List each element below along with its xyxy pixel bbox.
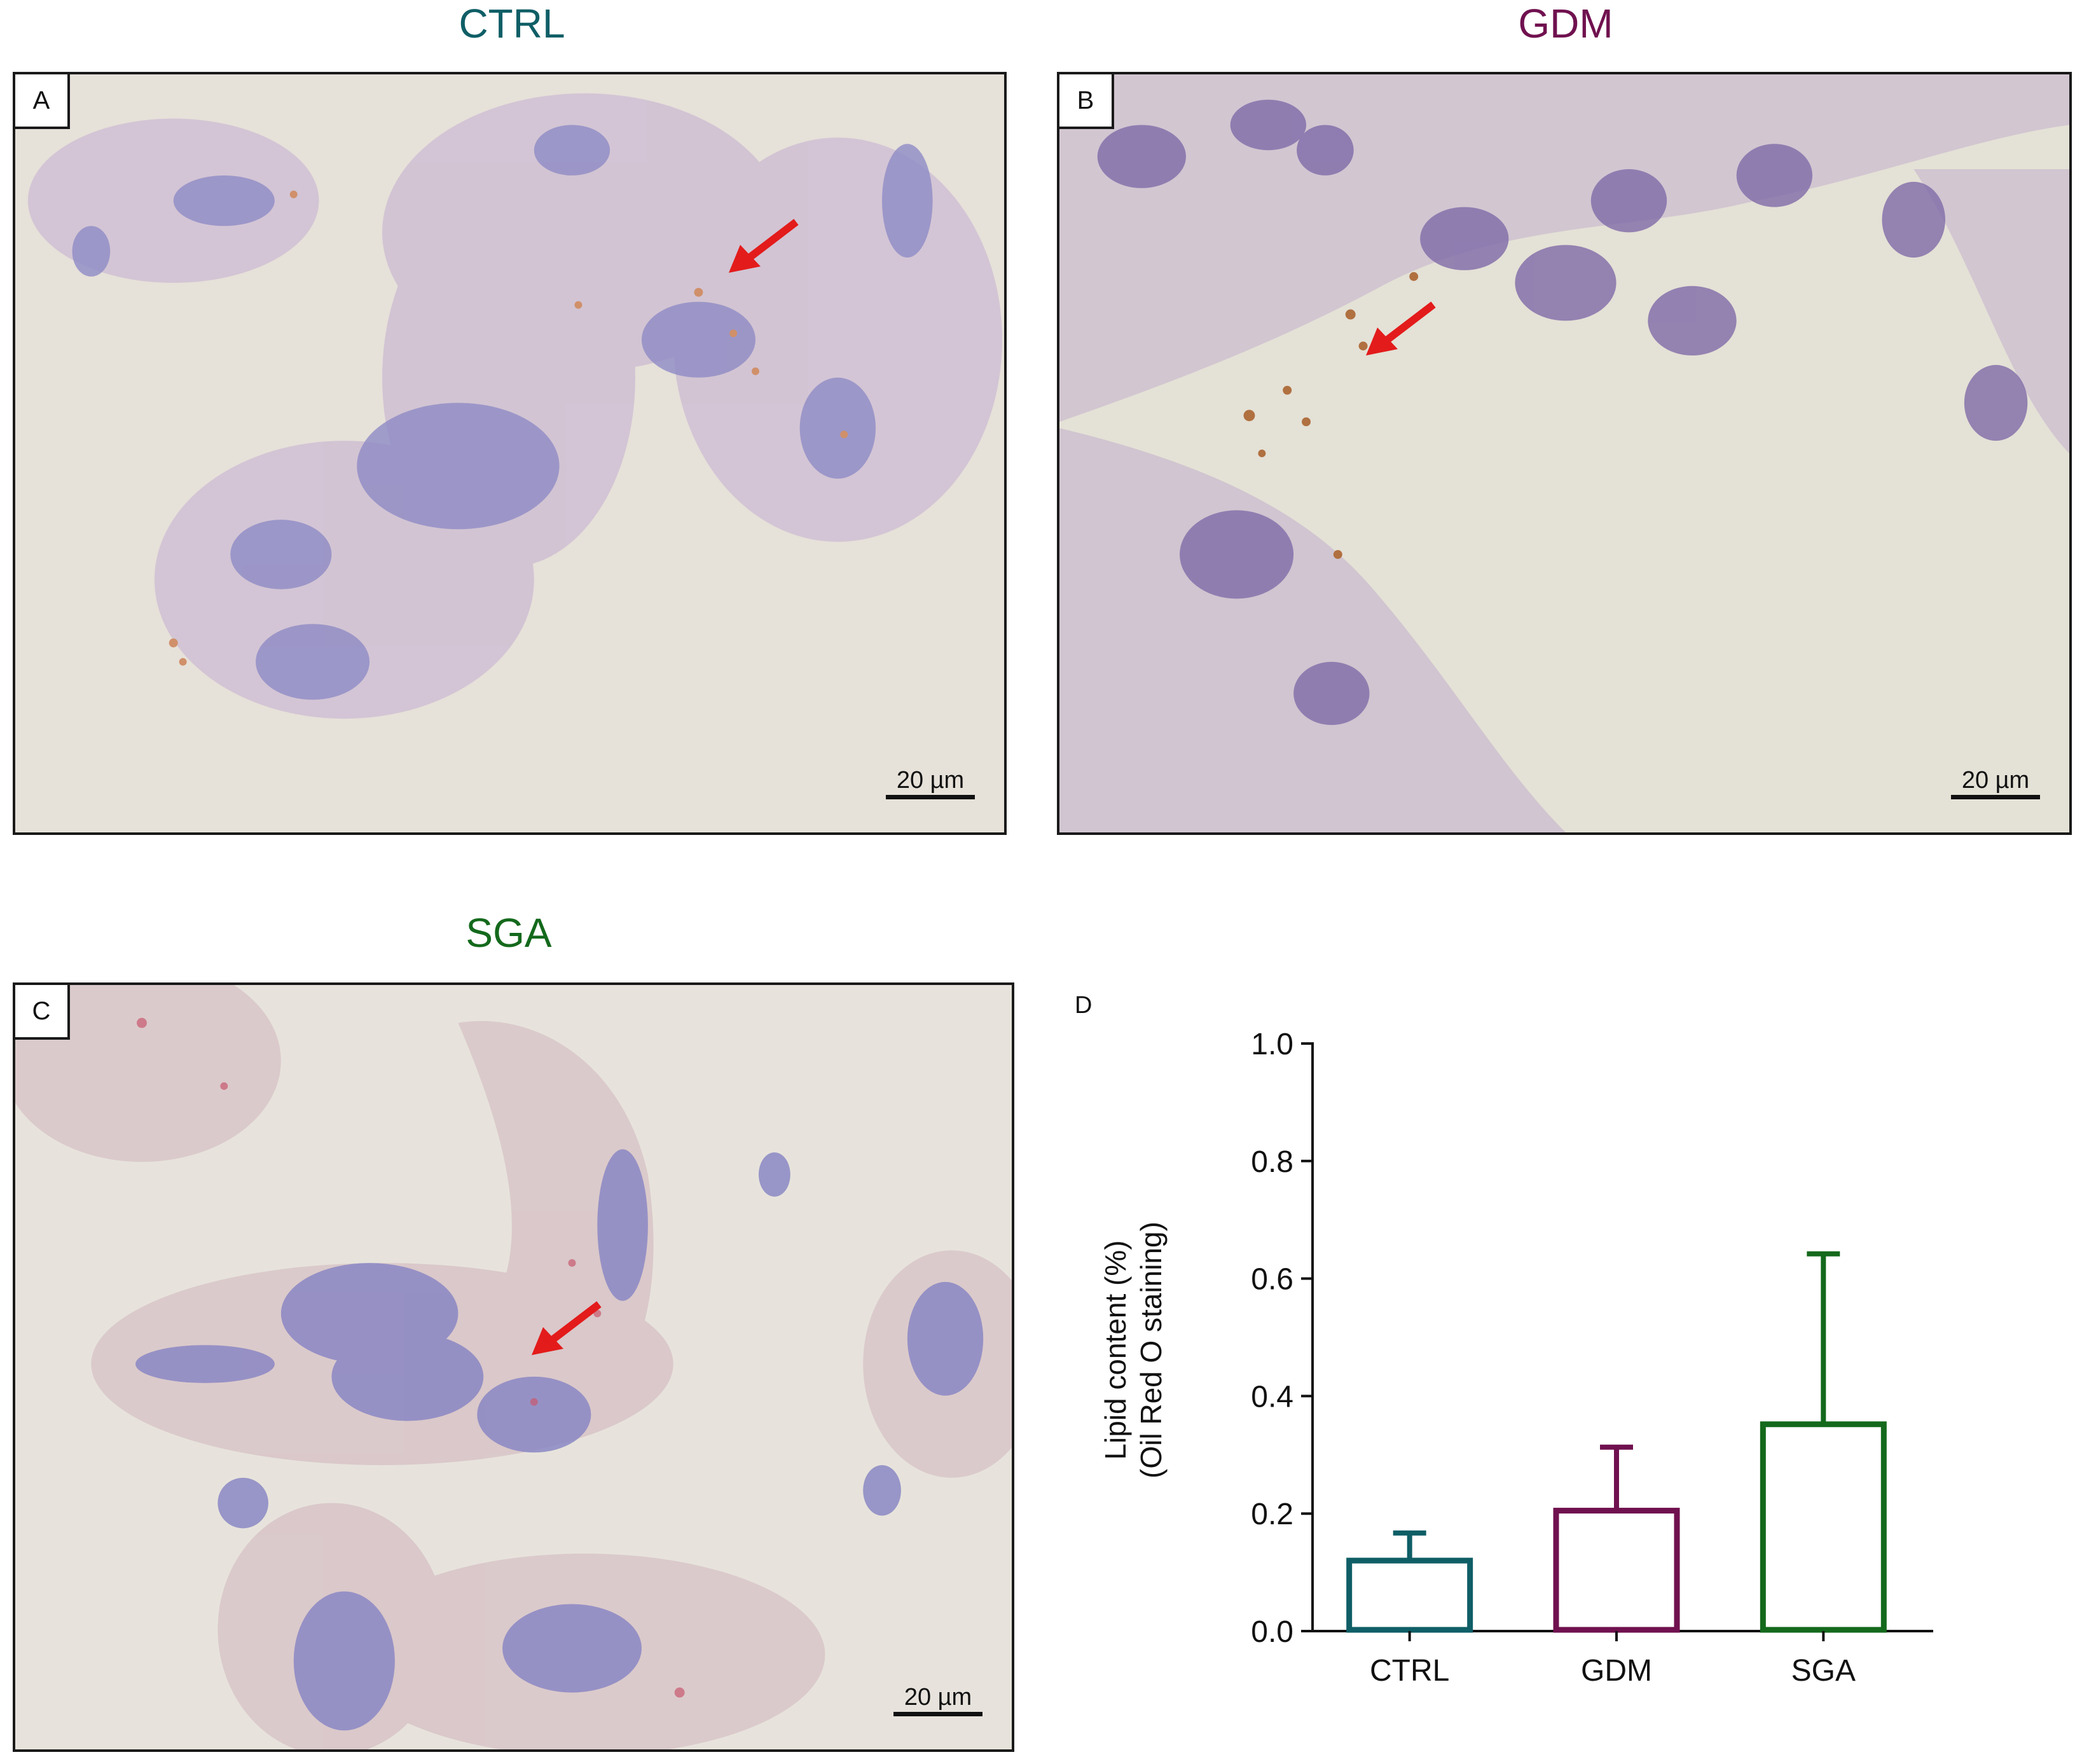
- micrograph-b-image: [1059, 74, 2069, 832]
- y-tick-label: 0.2: [1251, 1498, 1293, 1531]
- scale-line-b: [1951, 795, 2040, 799]
- x-tick-label: SGA: [1791, 1654, 1856, 1688]
- x-tick-label: GDM: [1581, 1654, 1652, 1688]
- chart-panel: D 0.0 0.2 0.4 0.6 0.8 1.0 Lipid content (%) (Oi…: [1056, 979, 2048, 1761]
- red-arrow-icon: [1366, 301, 1436, 355]
- bar-sga: [1760, 1421, 1887, 1633]
- scale-line-a: [886, 795, 975, 799]
- micrograph-a: A 20 µm: [13, 72, 1007, 835]
- y-tick-label: 1.0: [1251, 1028, 1293, 1061]
- scale-bar-a: 20 µm: [886, 768, 975, 799]
- y-tick-label: 0.6: [1251, 1263, 1293, 1297]
- bar-ctrl: [1346, 1557, 1473, 1633]
- y-axis-label: Lipid content (%): [1099, 1240, 1132, 1459]
- scale-bar-b: 20 µm: [1951, 768, 2040, 799]
- scale-label-a: 20 µm: [896, 767, 965, 794]
- panel-c-title: SGA: [465, 910, 552, 956]
- scale-label-c: 20 µm: [904, 1684, 972, 1711]
- micrograph-a-image: [15, 74, 1004, 832]
- scale-label-b: 20 µm: [1961, 767, 2030, 794]
- panel-a-title: CTRL: [458, 1, 565, 46]
- x-tick-label: CTRL: [1370, 1654, 1449, 1688]
- y-tick-label: 0.4: [1251, 1380, 1293, 1414]
- bar-chart: 0.0 0.2 0.4 0.6 0.8 1.0 Lipid content (%) (Oil …: [1099, 1028, 1933, 1688]
- bar-gdm: [1553, 1508, 1680, 1633]
- y-tick-label: 0.8: [1251, 1145, 1293, 1179]
- panel-b-title: GDM: [1518, 1, 1613, 46]
- red-arrow-icon: [729, 219, 799, 273]
- scale-line-c: [893, 1712, 982, 1716]
- red-arrow-icon: [532, 1301, 602, 1355]
- y-tick-label: 0.0: [1251, 1615, 1293, 1649]
- panel-d-letter: D: [1075, 992, 1093, 1019]
- panel-a-letter: A: [15, 74, 70, 129]
- panel-b-letter: B: [1059, 74, 1114, 129]
- micrograph-c: C 20 µm: [13, 982, 1014, 1752]
- micrograph-b: B 20 µm: [1057, 72, 2072, 835]
- scale-bar-c: 20 µm: [893, 1685, 982, 1716]
- panel-c-letter: C: [15, 985, 70, 1040]
- y-axis-label: (Oil Red O staining): [1134, 1222, 1168, 1478]
- micrograph-c-image: [15, 985, 1012, 1749]
